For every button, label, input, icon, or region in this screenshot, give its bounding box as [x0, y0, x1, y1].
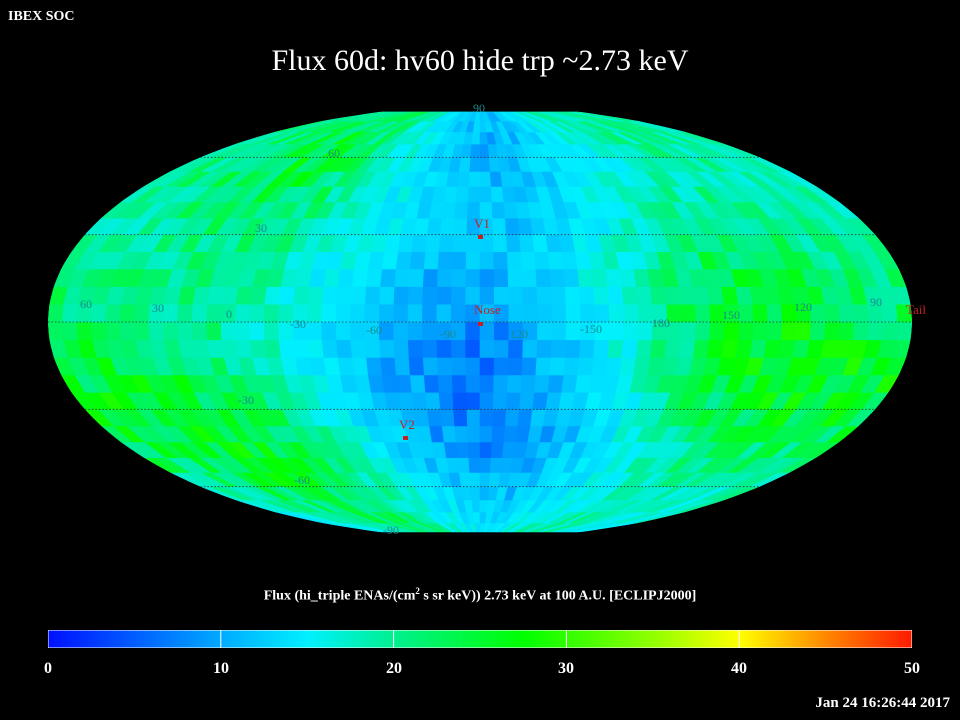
lon-label-120b: 120 — [794, 300, 812, 314]
lon-label-m150: -150 — [580, 322, 602, 336]
colorbar-title-rest: s sr keV)) 2.73 keV at 100 A.U. [ECLIPJ2… — [419, 588, 697, 604]
tick-0: 0 — [44, 660, 52, 677]
lon-label-150: 150 — [722, 308, 740, 322]
v2-label: V2 — [399, 417, 415, 432]
colorbar-title-main: Flux (hi_triple ENAs/(cm — [263, 588, 416, 604]
nose-marker — [478, 322, 483, 326]
lon-label-90: 90 — [870, 295, 882, 309]
markers: V1 Nose V2 Tail — [399, 216, 926, 440]
flux-cells — [48, 111, 912, 533]
lat-label-m60: -60 — [294, 473, 310, 487]
v1-marker — [478, 235, 483, 239]
colorbar-ticks — [220, 630, 740, 648]
lon-label-m60: -60 — [366, 323, 382, 337]
lon-label-120: 120 — [510, 327, 528, 341]
sky-map: 90 60 30 60 30 0 -30 -60 -90 120 -150 18… — [48, 101, 926, 537]
lon-label-m30: -30 — [290, 317, 306, 331]
lat-label-m90: -90 — [383, 523, 399, 537]
lon-label-60: 60 — [80, 297, 92, 311]
colorbar-title-sup: 2 — [415, 586, 420, 596]
colorbar — [48, 630, 912, 648]
colorbar-title: Flux (hi_triple ENAs/(cm2 s sr keV)) 2.7… — [0, 586, 960, 605]
tick-40: 40 — [731, 660, 747, 677]
map-title: Flux 60d: hv60 hide trp ~2.73 keV — [271, 44, 689, 77]
nose-label: Nose — [474, 302, 501, 317]
v1-label: V1 — [474, 216, 490, 231]
tick-30: 30 — [558, 660, 574, 677]
v2-marker — [403, 436, 408, 440]
lat-label-m30: -30 — [238, 393, 254, 407]
lon-label-180: 180 — [652, 316, 670, 330]
lat-label-30: 30 — [255, 221, 267, 235]
lon-label-0: 0 — [226, 307, 232, 321]
tick-50: 50 — [904, 660, 920, 677]
tick-20: 20 — [386, 660, 402, 677]
lat-label-60: 60 — [328, 146, 340, 160]
timestamp: Jan 24 16:26:44 2017 — [815, 695, 950, 711]
tick-10: 10 — [213, 660, 229, 677]
org-label: IBEX SOC — [8, 9, 75, 24]
tail-label: Tail — [906, 302, 926, 317]
grid-labels: 90 60 30 60 30 0 -30 -60 -90 120 -150 18… — [80, 101, 882, 537]
lat-label-90: 90 — [473, 101, 485, 115]
lon-label-30: 30 — [152, 301, 164, 315]
lon-label-m90: -90 — [440, 327, 456, 341]
